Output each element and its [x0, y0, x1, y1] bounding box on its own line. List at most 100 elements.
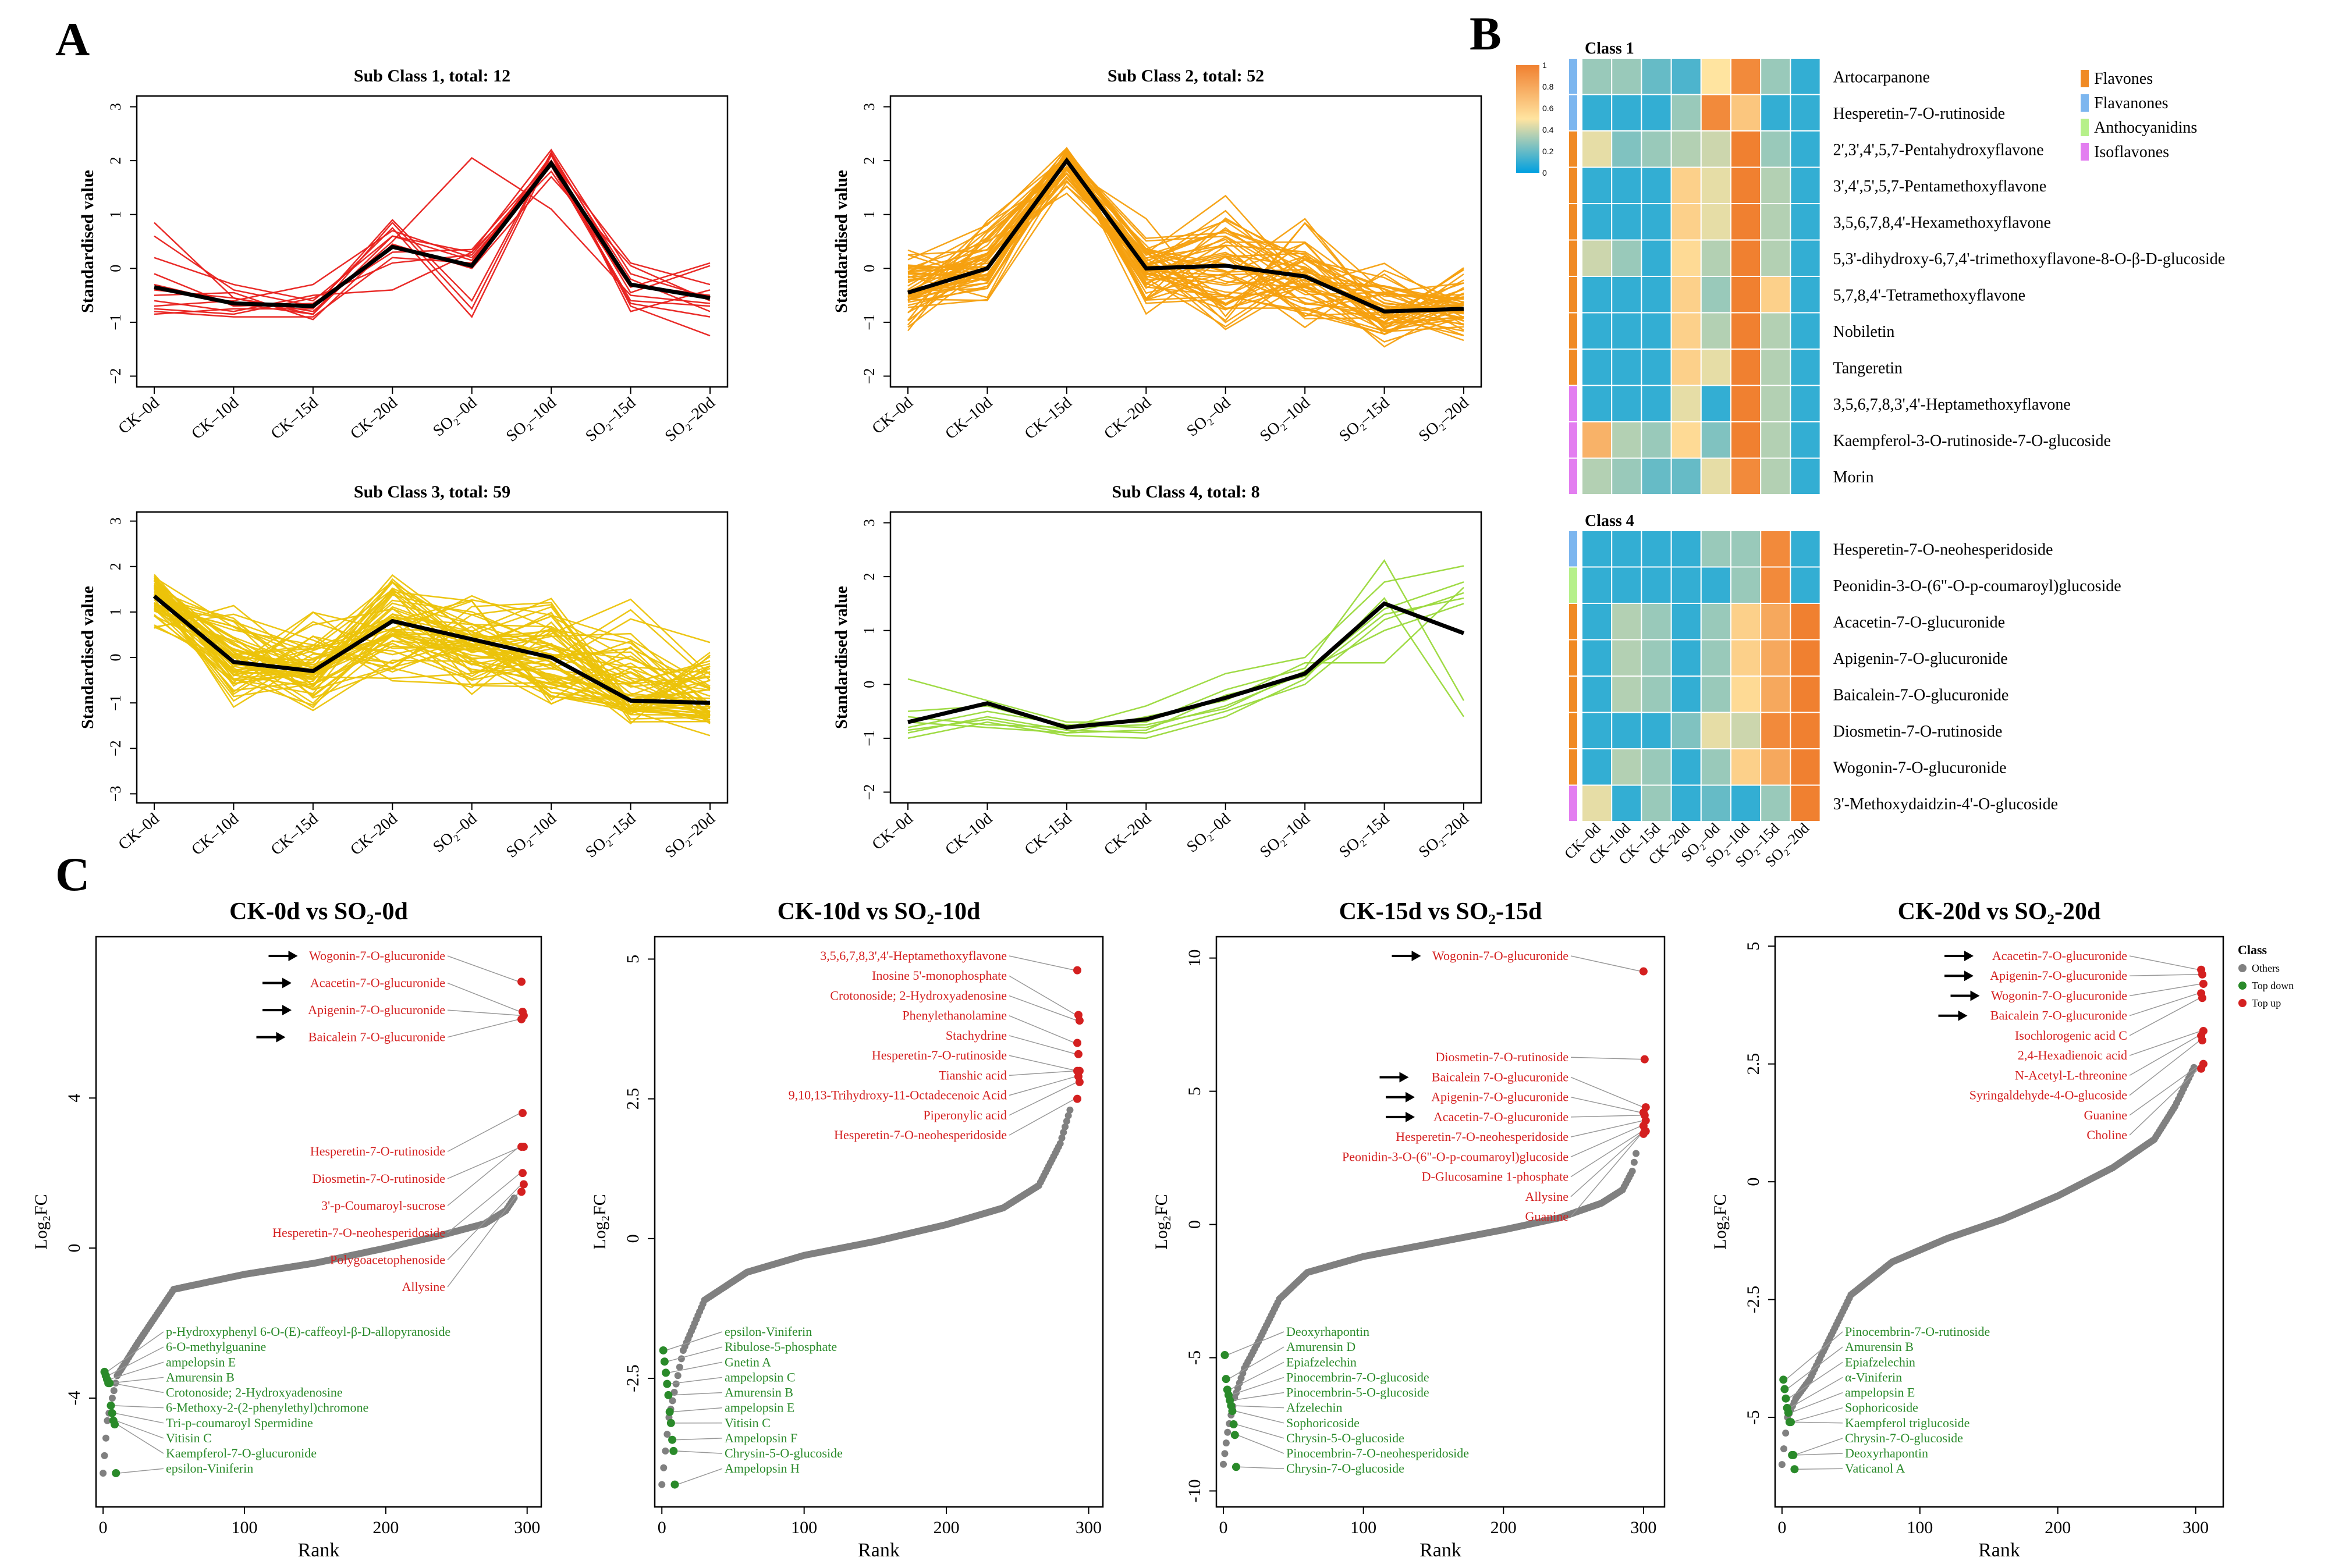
top-down-label: ampelopsin E	[1845, 1385, 1915, 1400]
heatmap-cell	[1700, 421, 1732, 459]
top-up-label: Inosine 5'-monophosphate	[872, 968, 1007, 983]
x-axis-label: Rank	[1978, 1539, 2020, 1561]
x-tick-label: 300	[1076, 1518, 1102, 1537]
heatmap-cell	[1641, 566, 1672, 604]
label-leader	[1785, 1331, 1843, 1380]
plot-frame	[654, 936, 1104, 1508]
series-line	[154, 151, 711, 315]
heatmap-cell	[1641, 784, 1672, 822]
heatmap-cell	[1730, 94, 1762, 131]
y-tick-label: −2	[107, 368, 124, 385]
top-down-label: Chrysin-7-O-glucoside	[1845, 1431, 1963, 1445]
highlight-arrow-head	[1958, 1010, 1968, 1021]
label-leader	[1230, 1377, 1284, 1396]
series-line	[907, 148, 1464, 343]
top-up-label: Wogonin-7-O-glucuronide	[1991, 988, 2127, 1002]
heatmap-cell	[1611, 385, 1642, 422]
y-tick-label: 5	[623, 955, 643, 963]
top-up-point	[1073, 1039, 1081, 1047]
plot-frame	[1215, 936, 1666, 1508]
heatmap-cell	[1730, 130, 1762, 168]
other-point	[102, 1434, 109, 1442]
heatmap-cell	[1670, 203, 1702, 241]
label-leader	[111, 1377, 164, 1384]
top-up-label: Acacetin-7-O-glucuronide	[1992, 948, 2127, 963]
top-down-label: p-Hydroxyphenyl 6-O-(E)-caffeoyl-β-D-all…	[166, 1324, 450, 1339]
label-leader	[1009, 1015, 1076, 1044]
label-leader	[676, 1450, 723, 1454]
group-annotation-bar	[1569, 59, 1577, 94]
top-down-label: Pinocembrin-7-O-glucoside	[1286, 1370, 1429, 1384]
top-down-label: Crotonoside; 2-Hydroxyadenosine	[166, 1385, 343, 1400]
top-down-point	[1230, 1431, 1239, 1439]
heatmap-row-label: Hesperetin-7-O-rutinoside	[1833, 105, 2005, 123]
heatmap-cell	[1611, 239, 1642, 277]
other-point	[676, 1363, 683, 1371]
series-line	[154, 594, 711, 709]
top-up-point	[517, 977, 526, 986]
top-down-point	[1780, 1385, 1789, 1393]
label-leader	[1009, 1076, 1077, 1096]
top-down-label: Deoxyrhapontin	[1286, 1324, 1369, 1339]
highlight-arrow-head	[1399, 1072, 1409, 1083]
label-leader	[1229, 1361, 1284, 1391]
heatmap-cell	[1581, 566, 1613, 604]
top-down-label: Gnetin A	[725, 1354, 771, 1369]
legend-title: Class	[2238, 943, 2267, 957]
series-line	[907, 147, 1464, 324]
heatmap-cell	[1581, 312, 1613, 350]
x-tick-label: 300	[514, 1518, 540, 1537]
colorbar-tick: 0	[1542, 168, 1547, 177]
y-tick-label: 1	[861, 627, 878, 634]
label-leader	[2129, 974, 2201, 976]
heatmap-cell	[1700, 385, 1732, 422]
other-point	[112, 1379, 119, 1387]
label-leader	[2129, 1068, 2199, 1136]
top-down-point	[666, 1418, 675, 1427]
top-down-point	[1782, 1394, 1790, 1403]
label-leader	[1570, 1076, 1644, 1108]
top-up-point	[2198, 970, 2206, 979]
other-point	[1058, 1134, 1066, 1142]
series-line	[907, 597, 1465, 739]
heatmap-cell	[1700, 675, 1732, 713]
top-up-label: Tianshic acid	[939, 1068, 1007, 1082]
top-up-label: Baicalein 7-O-glucuronide	[1432, 1069, 1568, 1084]
y-tick-label: −2	[107, 740, 124, 756]
top-up-label: Allysine	[402, 1279, 445, 1294]
y-tick-label: 2	[861, 573, 878, 581]
heatmap-row-label: Morin	[1833, 468, 1874, 486]
y-tick-label: -2.5	[623, 1364, 643, 1392]
colorbar-tick: 0.8	[1542, 82, 1554, 91]
heatmap-row-label: Wogonin-7-O-glucuronide	[1833, 759, 2007, 777]
top-down-point	[659, 1346, 668, 1354]
heatmap-row-label: Baicalein-7-O-glucuronide	[1833, 686, 2009, 704]
heatmap-cell	[1641, 639, 1672, 677]
heatmap-cell	[1670, 748, 1702, 786]
group-annotation-bar	[1569, 749, 1577, 785]
series-line	[154, 154, 711, 318]
heatmap-cell	[1730, 276, 1762, 314]
label-leader	[1570, 1057, 1642, 1060]
y-tick-label: 3	[861, 103, 878, 111]
y-tick-label: 0	[1185, 1220, 1204, 1229]
y-tick-label: 2	[107, 157, 124, 165]
y-axis-label: Log₂FC	[31, 1194, 51, 1249]
label-leader	[447, 1191, 520, 1288]
heatmap-cell	[1700, 530, 1732, 568]
highlight-arrow-head	[1406, 1111, 1415, 1122]
highlight-arrow-head	[1970, 990, 1980, 1001]
series-line	[907, 592, 1464, 734]
group-annotation-bar	[1569, 240, 1577, 276]
x-tick-label: SO₂–10d	[1257, 810, 1314, 862]
heatmap-cell	[1730, 385, 1762, 422]
y-tick-label: 1	[107, 608, 124, 616]
line-chart-subclass-2: Sub Class 2, total: 52 Standardised value…	[832, 66, 1482, 446]
heatmap-cell	[1611, 639, 1642, 677]
heatmap-cell	[1641, 675, 1672, 713]
heatmap-cell	[1730, 675, 1762, 713]
colorbar-tick: 1	[1542, 61, 1547, 70]
plot-title: CK-15d vs SO₂-15d	[1339, 898, 1542, 925]
heatmap-cell	[1700, 349, 1732, 386]
top-up-label: Wogonin-7-O-glucuronide	[1432, 948, 1568, 963]
